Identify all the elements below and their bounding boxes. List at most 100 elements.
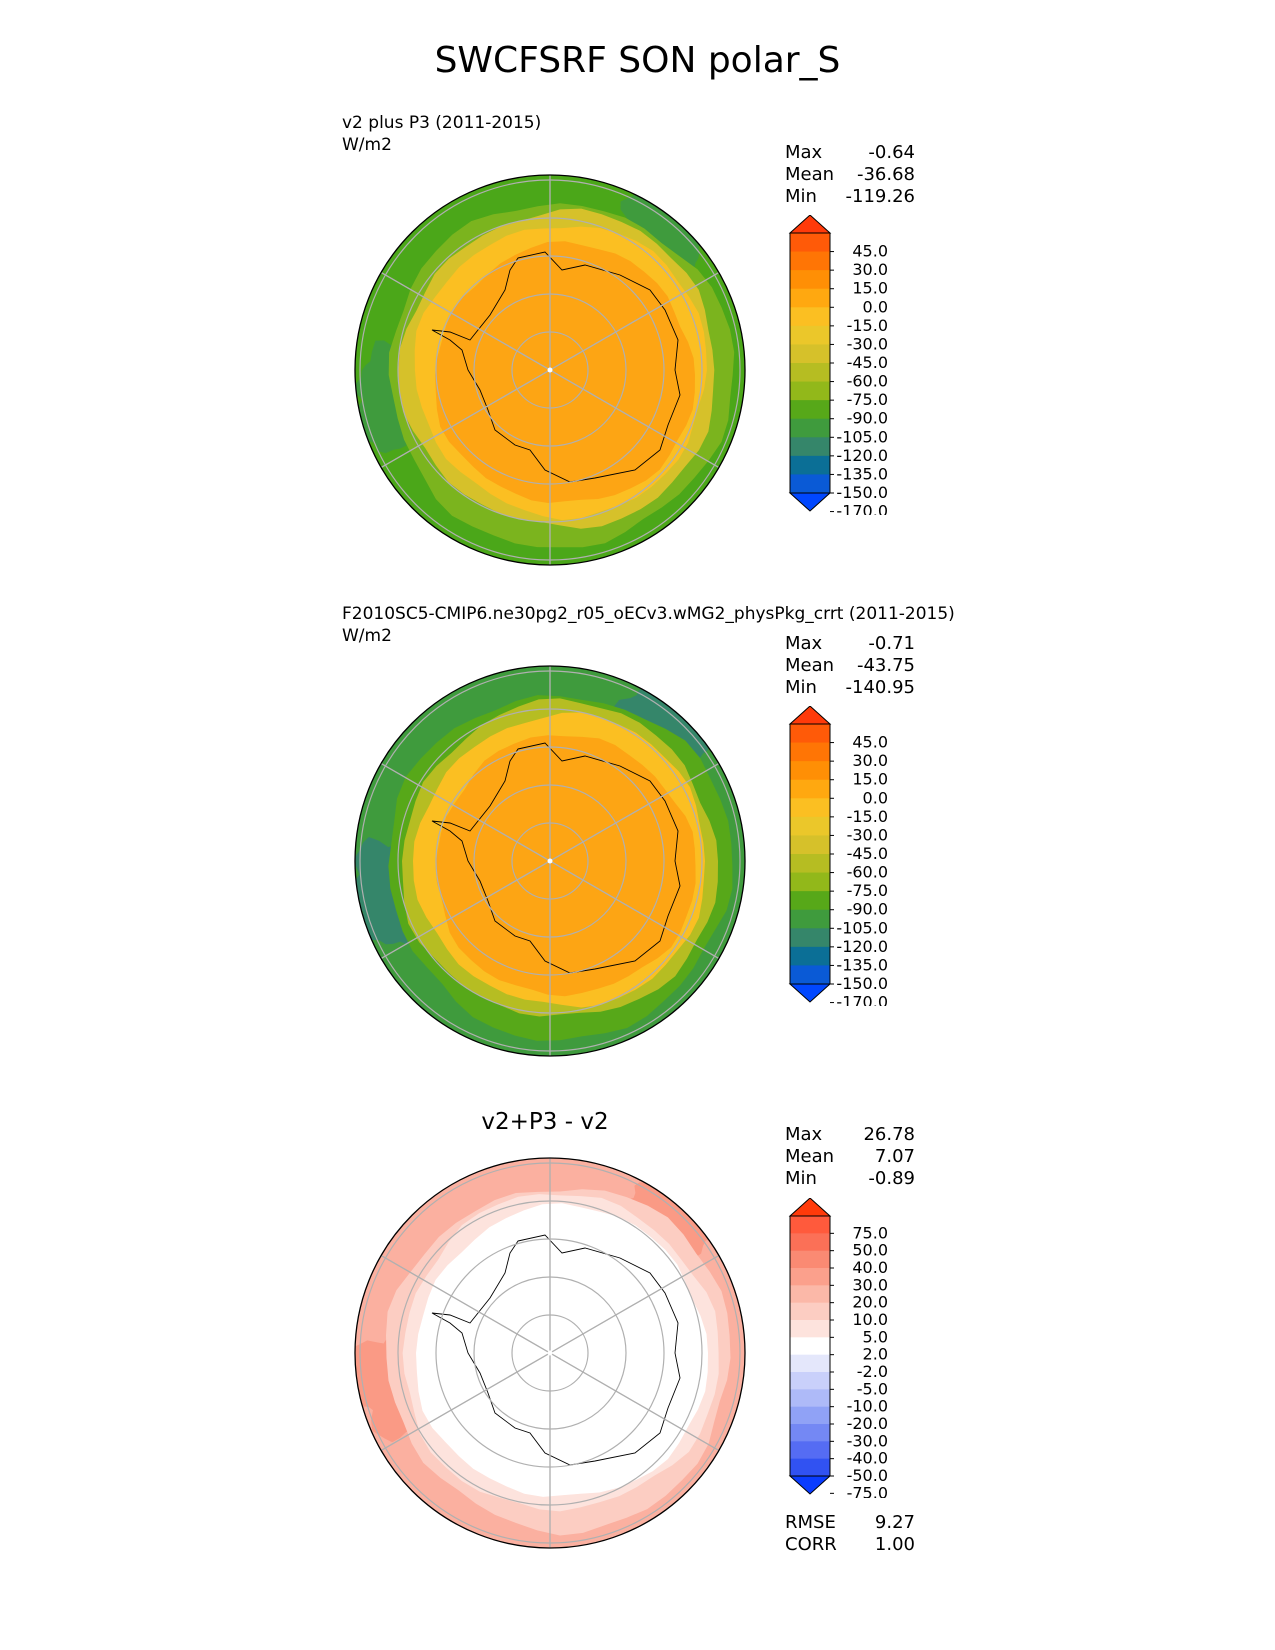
panel-3-colorbar: 75.050.040.030.020.010.05.02.0-2.0-5.0-1… <box>788 1198 888 1498</box>
colorbar-extend-bottom <box>788 1475 832 1495</box>
colorbar-tick-label: -20.0 <box>847 1414 888 1433</box>
colorbar-segment <box>790 1233 830 1252</box>
colorbar-segment <box>790 1216 830 1234</box>
colorbar-segment <box>790 798 830 818</box>
colorbar-segment <box>790 835 830 855</box>
colorbar-tick-label: 2.0 <box>863 1345 888 1364</box>
colorbar-segment <box>790 418 830 438</box>
colorbar-tick-label: -105.0 <box>836 918 888 937</box>
stat-max: Max -0.71 <box>785 633 915 654</box>
colorbar-segment <box>790 742 830 762</box>
longitude-gridline <box>549 369 720 469</box>
colorbar-segment <box>790 400 830 420</box>
colorbar-tick-label: -10.0 <box>847 1397 888 1416</box>
stat-min: Min -0.89 <box>785 1168 915 1189</box>
colorbar-tick-label: 30.0 <box>852 751 888 770</box>
panel-2-stats: Max -0.71 Mean -43.75 Min -140.95 <box>785 633 915 699</box>
colorbar-tick-label: -105.0 <box>836 427 888 446</box>
colorbar-segment <box>790 251 830 271</box>
longitude-gridline <box>380 271 551 371</box>
stat-min: Min -119.26 <box>785 186 915 207</box>
longitude-gridline <box>380 1254 551 1354</box>
longitude-gridline <box>549 860 720 960</box>
panel-3-polar-map <box>354 1157 746 1549</box>
colorbar-tick-label: -75.0 <box>847 1483 888 1498</box>
colorbar-segment <box>790 455 830 475</box>
panel-3-title: v2+P3 - v2 <box>481 1109 609 1135</box>
map-border <box>354 665 746 1057</box>
colorbar-segment <box>790 1337 830 1356</box>
colorbar-tick-label: -90.0 <box>847 409 888 428</box>
panel-3-stats: Max 26.78 Mean 7.07 Min -0.89 <box>785 1124 915 1190</box>
colorbar-segment <box>790 909 830 929</box>
stat-mean: Mean 7.07 <box>785 1146 915 1167</box>
panel-3-error-stats: RMSE 9.27 CORR 1.00 <box>785 1512 915 1556</box>
panel-2-title: F2010SC5-CMIP6.ne30pg2_r05_oECv3.wMG2_ph… <box>342 604 955 624</box>
colorbar-tick-label: -45.0 <box>847 353 888 372</box>
figure-title: SWCFSRF SON polar_S <box>434 40 841 81</box>
stat-mean: Mean -36.68 <box>785 164 915 185</box>
colorbar-tick-label: -135.0 <box>836 955 888 974</box>
antarctica-coastline <box>431 742 681 974</box>
colorbar-tick-label: 0.0 <box>863 297 888 316</box>
colorbar-tick-label: -120.0 <box>836 937 888 956</box>
colorbar-tick-label: -60.0 <box>847 863 888 882</box>
colorbar-segment <box>790 761 830 781</box>
colorbar-tick-label: 50.0 <box>852 1241 888 1260</box>
panel-2-polar-map <box>354 665 746 1057</box>
colorbar-tick-label: 5.0 <box>863 1327 888 1346</box>
colorbar-tick-label: 45.0 <box>852 242 888 261</box>
colorbar-segment <box>790 1458 830 1477</box>
colorbar-tick-label: -15.0 <box>847 316 888 335</box>
panel-2-units: W/m2 <box>342 626 392 646</box>
colorbar-segment <box>790 724 830 744</box>
panel-2-colorbar: 45.030.015.00.0-15.0-30.0-45.0-60.0-75.0… <box>788 706 888 1006</box>
colorbar-tick-label: 45.0 <box>852 733 888 752</box>
colorbar-segment <box>790 437 830 457</box>
colorbar-tick-label: -45.0 <box>847 844 888 863</box>
colorbar-tick-label: 30.0 <box>852 1275 888 1294</box>
pole-marker <box>547 367 553 373</box>
colorbar-segment <box>790 965 830 985</box>
map-border <box>354 1157 746 1549</box>
colorbar-segment <box>790 474 830 494</box>
pole-marker <box>547 1350 553 1356</box>
colorbar-segment <box>790 1372 830 1390</box>
colorbar-tick-label: -150.0 <box>836 974 888 993</box>
colorbar-tick-label: -30.0 <box>847 1431 888 1450</box>
colorbar-segment <box>790 1268 830 1286</box>
stat-mean: Mean -43.75 <box>785 655 915 676</box>
panel-1-title: v2 plus P3 (2011-2015) <box>342 113 542 133</box>
colorbar-tick-label: -40.0 <box>847 1449 888 1468</box>
colorbar-segment <box>790 1320 830 1338</box>
antarctica-coastline <box>431 1234 681 1466</box>
map-border <box>354 174 746 566</box>
colorbar-segment <box>790 270 830 290</box>
colorbar-tick-label: -120.0 <box>836 446 888 465</box>
colorbar-segment <box>790 1250 830 1269</box>
colorbar-tick-label: 30.0 <box>852 260 888 279</box>
longitude-gridline <box>380 762 551 862</box>
map-fill <box>355 666 745 1056</box>
colorbar-frame <box>789 1215 831 1477</box>
colorbar-tick-label: -15.0 <box>847 807 888 826</box>
colorbar-tick-label: -60.0 <box>847 372 888 391</box>
panel-1-units: W/m2 <box>342 135 392 155</box>
colorbar-tick-label: -90.0 <box>847 900 888 919</box>
panel-1-polar-map <box>354 174 746 566</box>
colorbar-tick-label: -50.0 <box>847 1466 888 1485</box>
colorbar-tick-label: -170.0 <box>836 502 888 515</box>
colorbar-segment <box>790 891 830 911</box>
map-fill <box>355 1158 745 1548</box>
stat-min: Min -140.95 <box>785 677 915 698</box>
colorbar-extend-bottom <box>788 492 832 512</box>
longitude-gridline <box>380 1352 551 1452</box>
colorbar-segment <box>790 307 830 327</box>
colorbar-segment <box>790 1389 830 1408</box>
longitude-gridline <box>380 860 551 960</box>
field-inner <box>435 241 695 503</box>
colorbar-tick-label: -150.0 <box>836 483 888 502</box>
field-inner <box>435 735 696 997</box>
colorbar-extend-top <box>788 215 832 234</box>
panel-1-stats: Max -0.64 Mean -36.68 Min -119.26 <box>785 142 915 208</box>
